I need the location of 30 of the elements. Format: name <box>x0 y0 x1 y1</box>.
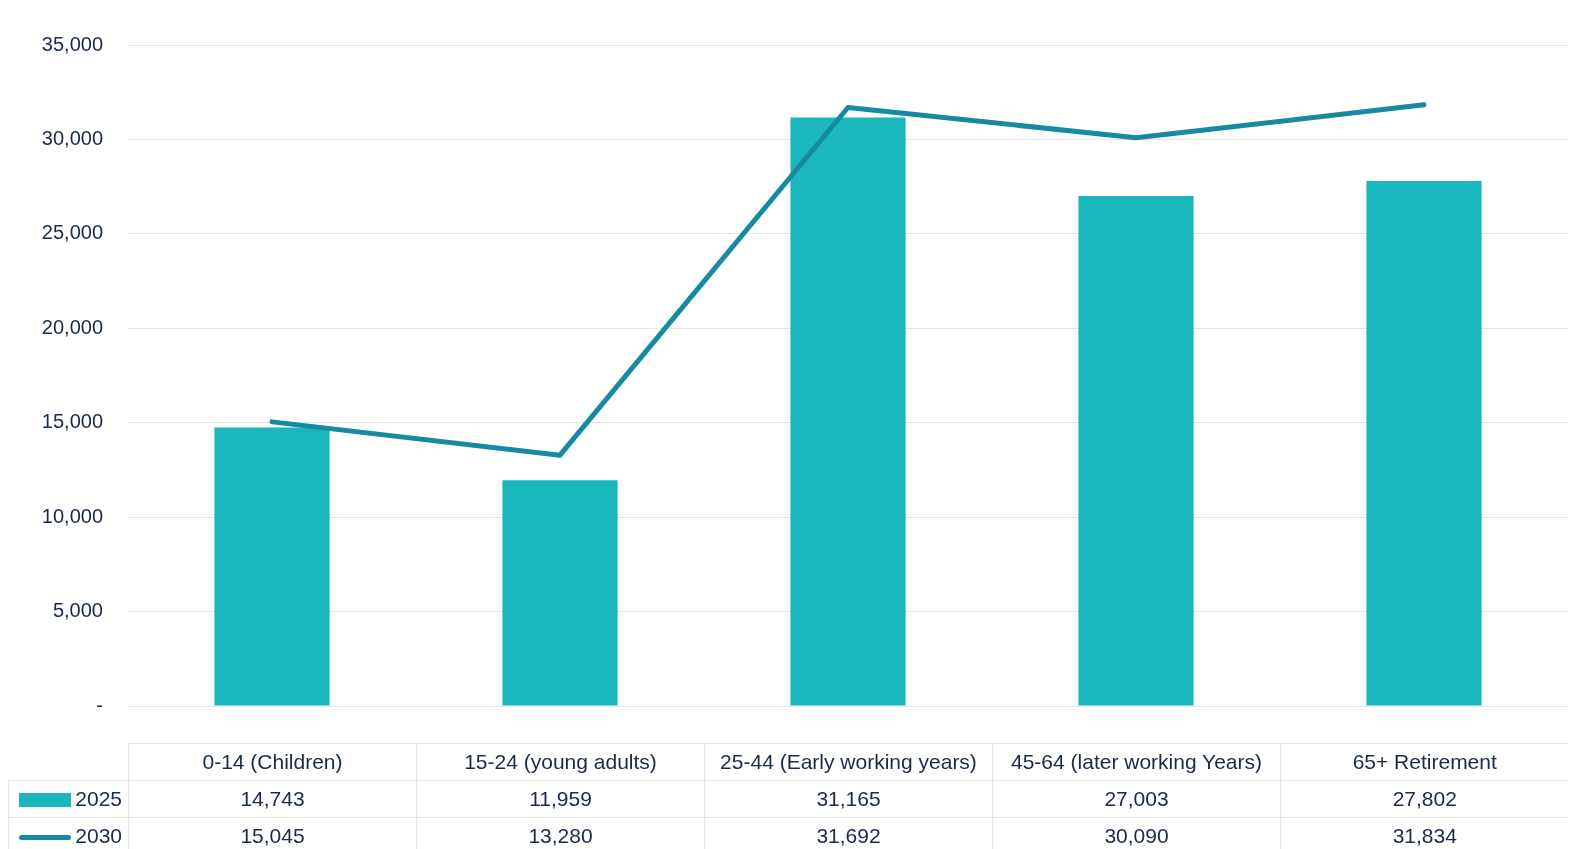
bar <box>214 427 330 706</box>
bar <box>790 117 906 706</box>
y-tick-label: 20,000 <box>41 315 103 338</box>
data-label: 13,280 <box>416 817 705 849</box>
y-tick-label: 25,000 <box>41 221 103 244</box>
data-label: 15,045 <box>128 817 417 849</box>
bar <box>502 480 618 706</box>
data-label: 31,692 <box>704 817 993 849</box>
y-tick-label: 15,000 <box>41 410 103 433</box>
x-tick-label: 25-44 (Early working years) <box>704 743 993 781</box>
legend-label: 2025 <box>8 780 129 818</box>
data-label: 31,834 <box>1280 817 1569 849</box>
y-tick-label: 30,000 <box>41 126 103 149</box>
x-tick-label: 45-64 (later working Years) <box>992 743 1281 781</box>
data-label: 27,003 <box>992 780 1281 818</box>
data-label: 14,743 <box>128 780 417 818</box>
bar <box>1366 180 1482 706</box>
data-label: 30,090 <box>992 817 1281 849</box>
bar <box>1078 196 1194 706</box>
y-tick-label: - <box>96 693 103 716</box>
x-tick-label: 0-14 (Children) <box>128 743 417 781</box>
data-label: 31,165 <box>704 780 993 818</box>
y-tick-label: 10,000 <box>41 504 103 527</box>
y-tick-label: 5,000 <box>52 599 103 622</box>
data-label: 11,959 <box>416 780 705 818</box>
x-tick-label: 15-24 (young adults) <box>416 743 705 781</box>
legend-label: 2030 <box>8 817 129 849</box>
x-tick-label: 65+ Retirement <box>1280 743 1569 781</box>
data-label: 27,802 <box>1280 780 1569 818</box>
y-tick-label: 35,000 <box>41 32 103 55</box>
